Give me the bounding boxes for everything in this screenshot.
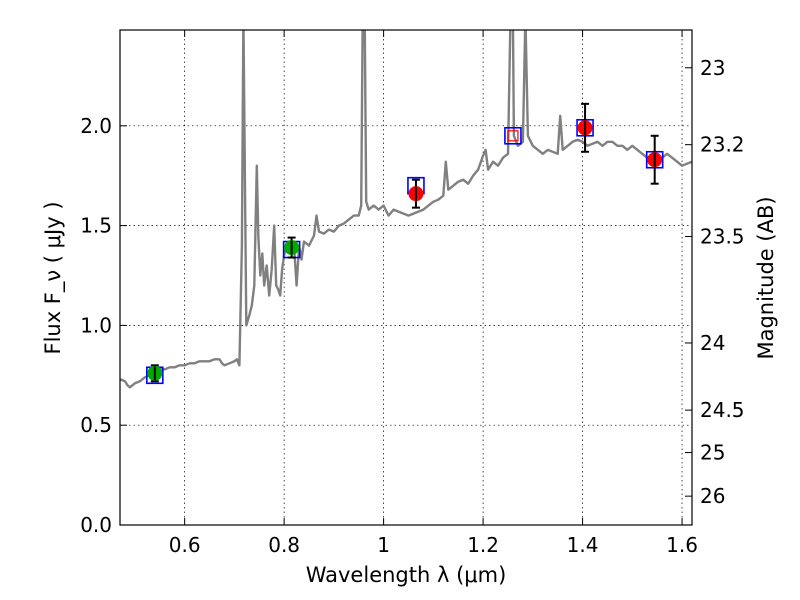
x-tick-label: 1.6	[666, 533, 698, 557]
right-tick-label: 25	[700, 441, 725, 465]
y-tick-label: 0.0	[80, 513, 112, 537]
x-tick-label: 0.6	[169, 533, 201, 557]
x-tick-label: 0.8	[268, 533, 300, 557]
x-axis-label: Wavelength λ (μm)	[306, 563, 507, 587]
plot-area	[120, 30, 692, 389]
x-tick-label: 1	[377, 533, 390, 557]
x-tick-label: 1.4	[567, 533, 599, 557]
right-tick-label: 23.2	[700, 133, 745, 157]
y-axis-label: Flux F_ν ( μJy )	[41, 201, 66, 354]
x-tick-label: 1.2	[467, 533, 499, 557]
y-tick-label: 1.0	[80, 313, 112, 337]
right-tick-label: 24	[700, 331, 725, 355]
y-tick-label: 0.5	[80, 413, 112, 437]
right-tick-label: 26	[700, 484, 725, 508]
grid-lines	[120, 30, 692, 526]
model-spectrum-line	[120, 30, 692, 389]
y-tick-label: 1.5	[80, 214, 112, 238]
axis-ticks: 0.6 0.8 1 1.2 1.4 1.6 0.0 0.5 1.0 1.5 2.0 23 23.2 23.…	[80, 30, 745, 557]
outlier-inner-box	[507, 130, 519, 142]
y-tick-label: 2.0	[80, 114, 112, 138]
right-tick-label: 23.5	[700, 224, 745, 248]
right-tick-label: 23	[700, 56, 725, 80]
right-tick-label: 24.5	[700, 398, 745, 422]
plot-frame	[119, 29, 693, 526]
model-photometry-box	[504, 126, 522, 145]
right-axis-label: Magnitude (AB)	[754, 196, 778, 359]
